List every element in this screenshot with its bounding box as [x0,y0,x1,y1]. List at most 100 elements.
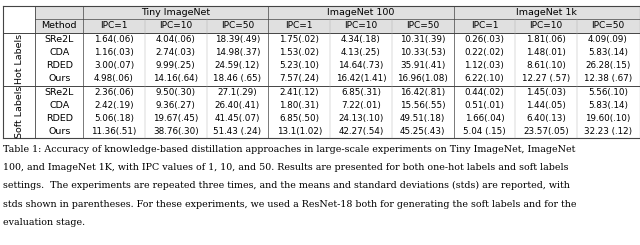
Text: 5.04 (.15): 5.04 (.15) [463,127,506,136]
Bar [35,99,640,112]
Text: 42.27(.54): 42.27(.54) [339,127,383,136]
Text: IPC=10: IPC=10 [344,22,378,30]
Text: 10.33(.53): 10.33(.53) [400,48,445,57]
Text: 24.13(.10): 24.13(.10) [339,114,383,123]
Text: RDED: RDED [45,114,73,123]
Text: 1.81(.06): 1.81(.06) [526,35,566,44]
Text: 14.64(.73): 14.64(.73) [339,61,383,70]
Text: IPC=10: IPC=10 [159,22,193,30]
Text: 16.96(1.08): 16.96(1.08) [397,74,448,83]
Bar [35,112,640,125]
Text: 18.39(.49): 18.39(.49) [215,35,260,44]
Text: 5.83(.14): 5.83(.14) [588,48,628,57]
Text: 4.13(.25): 4.13(.25) [341,48,381,57]
Text: 49.51(.18): 49.51(.18) [400,114,445,123]
Text: 7.57(.24): 7.57(.24) [279,74,319,83]
Text: CDA: CDA [49,101,69,110]
Text: 0.26(.03): 0.26(.03) [465,35,504,44]
Text: Ours: Ours [48,127,70,136]
Text: 4.34(.18): 4.34(.18) [341,35,381,44]
Text: IPC=10: IPC=10 [529,22,563,30]
Bar [35,86,640,99]
Text: 12.38 (.67): 12.38 (.67) [584,74,632,83]
Text: 18.46 (.65): 18.46 (.65) [214,74,262,83]
Text: 8.61(.10): 8.61(.10) [526,61,566,70]
Text: 51.43 (.24): 51.43 (.24) [214,127,262,136]
Text: 1.44(.05): 1.44(.05) [526,101,566,110]
Text: Hot Labels: Hot Labels [15,34,24,84]
Text: 24.59(.12): 24.59(.12) [215,61,260,70]
Text: 1.75(.02): 1.75(.02) [279,35,319,44]
Text: 7.22(.01): 7.22(.01) [341,101,381,110]
Bar [35,6,640,19]
Text: 9.36(.27): 9.36(.27) [156,101,196,110]
Text: 1.53(.02): 1.53(.02) [279,48,319,57]
Text: 6.85(.50): 6.85(.50) [279,114,319,123]
Text: IPC=50: IPC=50 [221,22,254,30]
Text: IPC=1: IPC=1 [285,22,313,30]
Text: 1.45(.03): 1.45(.03) [526,88,566,97]
Text: IPC=1: IPC=1 [470,22,498,30]
Text: Soft Labels: Soft Labels [15,86,24,138]
Text: stds shown in parentheses. For these experiments, we used a ResNet-18 both for g: stds shown in parentheses. For these exp… [3,200,577,209]
Text: 6.40(.13): 6.40(.13) [526,114,566,123]
Text: 100, and ImageNet 1K, with IPC values of 1, 10, and 50. Results are presented fo: 100, and ImageNet 1K, with IPC values of… [3,163,569,172]
Text: 2.41(.12): 2.41(.12) [280,88,319,97]
Text: 27.1(.29): 27.1(.29) [218,88,257,97]
Text: 0.44(.02): 0.44(.02) [465,88,504,97]
Text: 38.76(.30): 38.76(.30) [153,127,198,136]
Text: IPC=1: IPC=1 [100,22,128,30]
Text: evaluation stage.: evaluation stage. [3,218,85,227]
Text: SRe2L: SRe2L [45,35,74,44]
Text: ImageNet 1k: ImageNet 1k [516,8,577,17]
Text: 2.42(.19): 2.42(.19) [94,101,134,110]
Text: 16.42(.81): 16.42(.81) [400,88,445,97]
Text: IPC=50: IPC=50 [591,22,625,30]
Text: 0.51(.01): 0.51(.01) [465,101,504,110]
Text: 1.66(.04): 1.66(.04) [465,114,504,123]
Text: 19.67(.45): 19.67(.45) [153,114,198,123]
Text: 5.56(.10): 5.56(.10) [588,88,628,97]
Text: 1.64(.06): 1.64(.06) [94,35,134,44]
Text: IPC=50: IPC=50 [406,22,439,30]
Text: 0.22(.02): 0.22(.02) [465,48,504,57]
Text: 9.50(.30): 9.50(.30) [156,88,196,97]
Text: 11.36(.51): 11.36(.51) [92,127,137,136]
Text: 23.57(.05): 23.57(.05) [524,127,569,136]
Text: 41.45(.07): 41.45(.07) [215,114,260,123]
Bar [35,59,640,72]
Text: 13.1(1.02): 13.1(1.02) [276,127,322,136]
Bar [3,6,640,138]
Bar [35,125,640,138]
Text: 9.99(.25): 9.99(.25) [156,61,196,70]
Text: 1.16(.03): 1.16(.03) [94,48,134,57]
Text: 5.23(.10): 5.23(.10) [279,61,319,70]
Text: 6.85(.31): 6.85(.31) [341,88,381,97]
Text: SRe2L: SRe2L [45,88,74,97]
Text: 45.25(.43): 45.25(.43) [400,127,445,136]
Bar [35,33,640,46]
Text: ImageNet 100: ImageNet 100 [327,8,395,17]
Bar [35,46,640,59]
Text: 12.27 (.57): 12.27 (.57) [522,74,570,83]
Text: 26.40(.41): 26.40(.41) [215,101,260,110]
Text: 1.48(.01): 1.48(.01) [526,48,566,57]
Text: 5.83(.14): 5.83(.14) [588,101,628,110]
Text: 4.09(.09): 4.09(.09) [588,35,628,44]
Text: Tiny ImageNet: Tiny ImageNet [141,8,211,17]
Text: 32.23 (.12): 32.23 (.12) [584,127,632,136]
Text: 5.06(.18): 5.06(.18) [94,114,134,123]
Text: Table 1: Accuracy of knowledge-based distillation approaches in large-scale expe: Table 1: Accuracy of knowledge-based dis… [3,145,575,154]
Text: 4.98(.06): 4.98(.06) [94,74,134,83]
Text: CDA: CDA [49,48,69,57]
Text: 1.80(.31): 1.80(.31) [279,101,319,110]
Text: 3.00(.07): 3.00(.07) [94,61,134,70]
Text: 10.31(.39): 10.31(.39) [400,35,445,44]
Text: 14.98(.37): 14.98(.37) [215,48,260,57]
Text: 6.22(.10): 6.22(.10) [465,74,504,83]
Text: 14.16(.64): 14.16(.64) [153,74,198,83]
Text: 16.42(1.41): 16.42(1.41) [335,74,387,83]
Text: 26.28(.15): 26.28(.15) [585,61,630,70]
Text: RDED: RDED [45,61,73,70]
Text: 15.56(.55): 15.56(.55) [400,101,445,110]
